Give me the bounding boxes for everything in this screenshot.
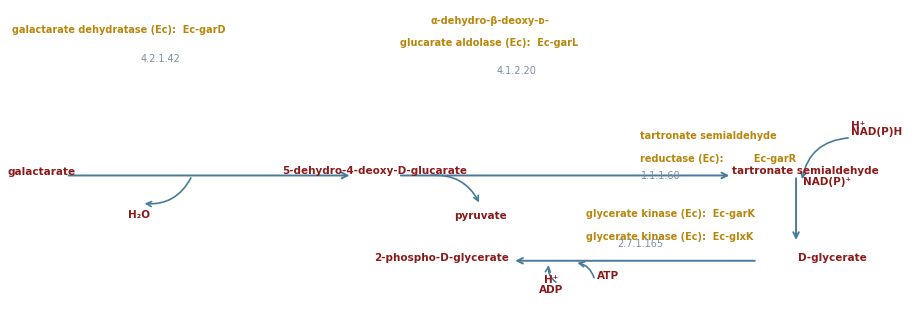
Text: NAD(P)H: NAD(P)H — [851, 127, 902, 137]
Text: 2.7.1.165: 2.7.1.165 — [618, 239, 663, 249]
Text: H⁺: H⁺ — [544, 276, 558, 285]
Text: galactarate dehydratase (Ec):  Ec-garD: galactarate dehydratase (Ec): Ec-garD — [12, 25, 226, 34]
Text: α-dehydro-β-deoxy-ᴅ-: α-dehydro-β-deoxy-ᴅ- — [430, 16, 549, 26]
Text: ADP: ADP — [539, 285, 563, 295]
Text: tartronate semialdehyde: tartronate semialdehyde — [640, 131, 777, 141]
Text: H⁺: H⁺ — [851, 121, 866, 131]
Text: 1.1.1.60: 1.1.1.60 — [640, 171, 680, 180]
Text: glycerate kinase (Ec):  Ec-glxK: glycerate kinase (Ec): Ec-glxK — [586, 232, 753, 241]
Text: 5-dehydro-4-deoxy-D-glucarate: 5-dehydro-4-deoxy-D-glucarate — [283, 166, 468, 176]
Text: 4.2.1.42: 4.2.1.42 — [140, 54, 180, 64]
Text: D-glycerate: D-glycerate — [798, 254, 867, 263]
Text: galactarate: galactarate — [7, 167, 75, 177]
Text: 4.1.2.20: 4.1.2.20 — [497, 66, 537, 75]
Text: ATP: ATP — [597, 272, 619, 281]
Text: 2-phospho-D-glycerate: 2-phospho-D-glycerate — [374, 254, 509, 263]
Text: tartronate semialdehyde: tartronate semialdehyde — [732, 166, 878, 176]
Text: NAD(P)⁺: NAD(P)⁺ — [803, 177, 851, 187]
Text: pyruvate: pyruvate — [454, 211, 507, 220]
Text: reductase (Ec):         Ec-garR: reductase (Ec): Ec-garR — [640, 154, 797, 163]
Text: glycerate kinase (Ec):  Ec-garK: glycerate kinase (Ec): Ec-garK — [586, 209, 755, 219]
Text: H₂O: H₂O — [128, 210, 150, 220]
Text: glucarate aldolase (Ec):  Ec-garL: glucarate aldolase (Ec): Ec-garL — [401, 38, 578, 48]
